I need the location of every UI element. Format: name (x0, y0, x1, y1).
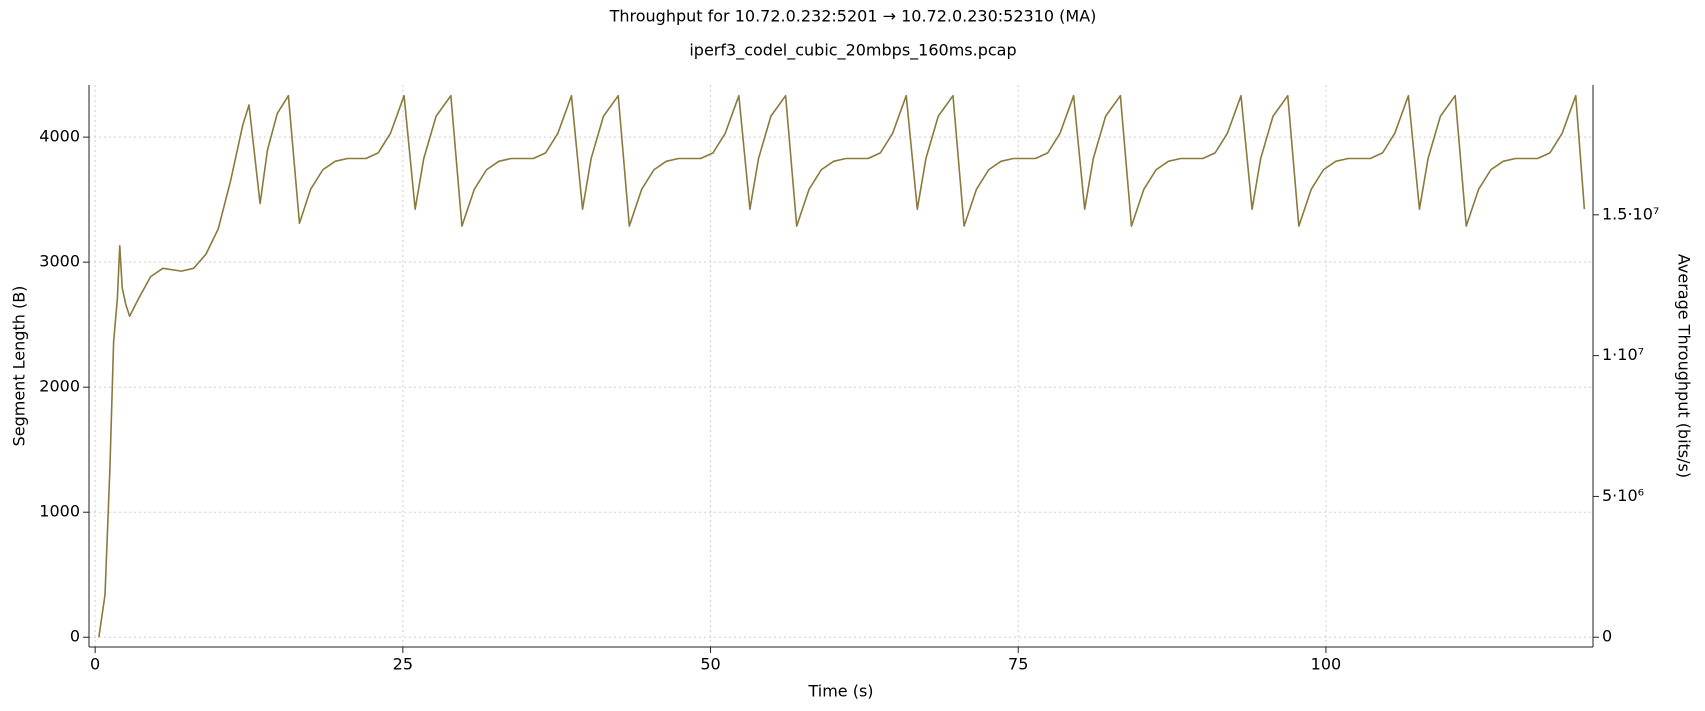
y-axis-label: Segment Length (B) (10, 286, 29, 447)
y-tick-label: 2000 (39, 377, 80, 396)
y-tick-label: 3000 (39, 252, 80, 271)
throughput-line (98, 94, 1586, 638)
chart-subtitle: iperf3_codel_cubic_20mbps_160ms.pcap (689, 41, 1016, 61)
y-tick-label: 1000 (39, 502, 80, 521)
y2-tick-label: 1.5·10⁷ (1602, 204, 1659, 223)
x-tick-label: 50 (700, 655, 720, 674)
y2-axis-label: Average Throughput (bits/s) (1675, 254, 1694, 478)
x-tick-label: 0 (90, 655, 100, 674)
y2-tick-label: 0 (1602, 627, 1612, 646)
y-tick-label: 4000 (39, 127, 80, 146)
y-tick-label: 0 (70, 627, 80, 646)
x-tick-label: 75 (1008, 655, 1028, 674)
x-axis-label: Time (s) (807, 682, 873, 701)
y2-tick-label: 5·10⁶ (1602, 486, 1644, 505)
chart-title: Throughput for 10.72.0.232:5201 → 10.72.… (609, 7, 1097, 26)
y2-tick-label: 1·10⁷ (1602, 345, 1644, 364)
x-tick-label: 25 (393, 655, 413, 674)
x-tick-label: 100 (1311, 655, 1342, 674)
